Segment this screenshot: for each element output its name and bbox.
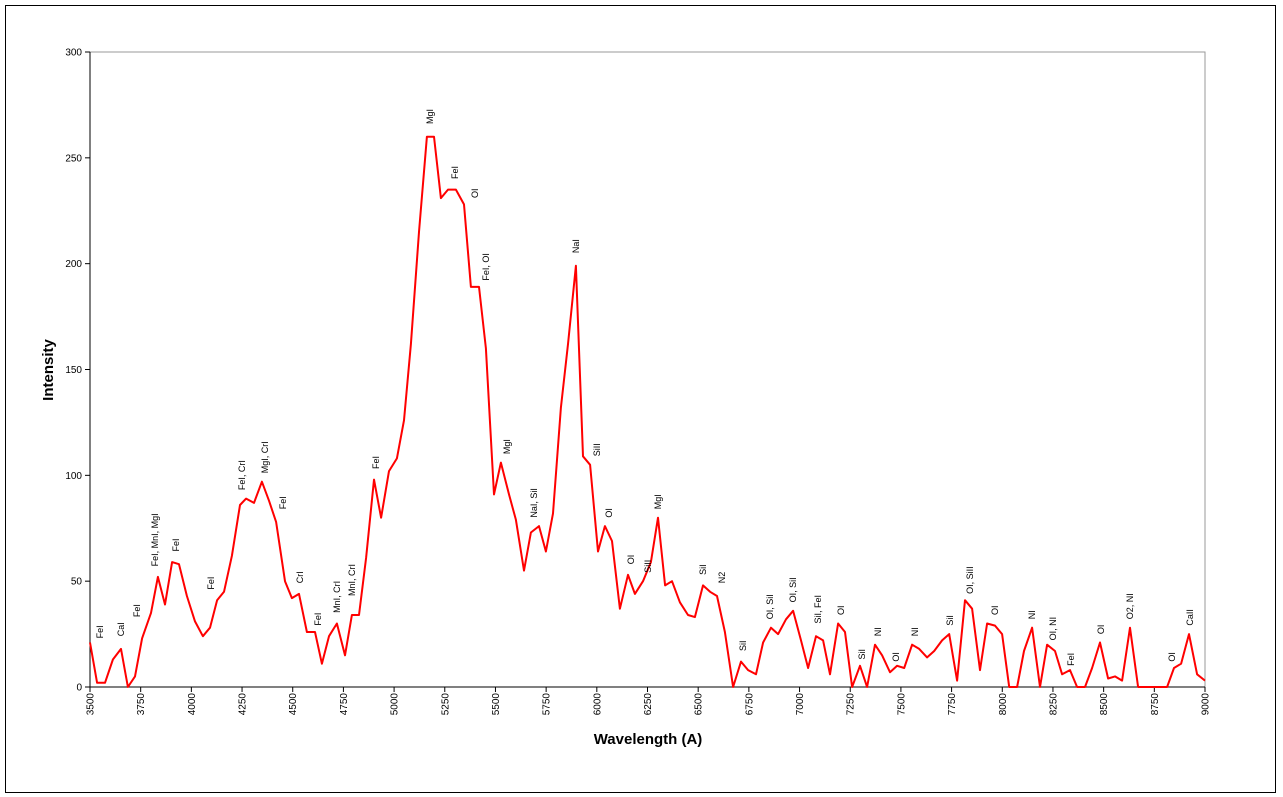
x-tick-label: 5750: [542, 693, 553, 716]
x-tick-label: 8500: [1099, 693, 1110, 716]
annotation: OI: [626, 555, 636, 565]
x-tick-label: 6750: [744, 693, 755, 716]
annotation: MgI: [425, 109, 435, 124]
annotation: OI: [891, 652, 901, 662]
annotation: CaI: [116, 622, 126, 636]
x-axis-title: Wavelength (A): [594, 731, 703, 748]
y-tick-label: 50: [71, 577, 83, 588]
x-tick-label: 4250: [238, 693, 249, 716]
frame: [5, 5, 1276, 793]
x-tick-label: 5000: [390, 693, 401, 716]
annotation: SiI, FeI: [813, 595, 823, 624]
x-tick-label: 8000: [998, 693, 1009, 716]
annotation: OI, SiI: [788, 577, 798, 602]
annotation: OI: [1096, 625, 1106, 635]
x-tick-label: 3750: [136, 693, 147, 716]
x-tick-label: 4000: [187, 693, 198, 716]
annotation: OI: [1167, 652, 1177, 662]
annotation: SiI: [698, 564, 708, 575]
x-tick-label: 7500: [896, 693, 907, 716]
annotation: MgI, CrI: [260, 441, 270, 473]
annotation: MnI, CrI: [332, 581, 342, 613]
annotation: FeI: [1066, 653, 1076, 666]
annotation: OI: [990, 606, 1000, 616]
annotation: N2: [717, 572, 727, 584]
annotation: OI: [470, 189, 480, 199]
annotation: NI: [1027, 610, 1037, 619]
annotation: FeI: [313, 613, 323, 626]
annotation: OI, SiI: [765, 594, 775, 619]
annotation: FeI: [132, 604, 142, 617]
y-tick-label: 0: [76, 683, 82, 694]
y-tick-label: 150: [65, 365, 82, 376]
annotation: CrI: [295, 571, 305, 583]
x-tick-label: 6000: [592, 693, 603, 716]
x-tick-label: 4500: [288, 693, 299, 716]
annotation: MgI: [502, 439, 512, 454]
annotation: OI, SiII: [965, 566, 975, 594]
y-axis-title: Intensity: [40, 339, 57, 401]
x-tick-label: 8250: [1048, 693, 1059, 716]
annotation: FeI, CrI: [237, 460, 247, 490]
annotation: MnI, CrI: [347, 564, 357, 596]
x-tick-label: 7250: [846, 693, 857, 716]
annotation: CaII: [1185, 609, 1195, 626]
annotation: NI: [873, 627, 883, 636]
x-tick-label: 7000: [795, 693, 806, 716]
annotation: OI, NI: [1048, 617, 1058, 641]
annotation: OI: [836, 606, 846, 616]
annotation: FeI: [371, 456, 381, 469]
annotation: OI: [604, 508, 614, 518]
annotation: MgI: [653, 494, 663, 509]
series-line: [89, 135, 1206, 688]
annotation: FeI: [95, 625, 105, 638]
y-tick-label: 300: [65, 48, 82, 59]
annotation: NaI: [571, 239, 581, 253]
annotation: FeI: [206, 577, 216, 590]
x-tick-label: 6250: [643, 693, 654, 716]
annotation: SiI: [945, 615, 955, 626]
x-tick-label: 9000: [1201, 693, 1212, 716]
annotation: FeI, MnI, MgI: [150, 513, 160, 566]
y-tick-label: 100: [65, 471, 82, 482]
annotation: SiI: [738, 641, 748, 652]
annotation: SiI: [857, 649, 867, 660]
annotation: NI: [910, 627, 920, 636]
x-tick-label: 3500: [86, 693, 97, 716]
x-tick-label: 5250: [440, 693, 451, 716]
y-tick-label: 250: [65, 153, 82, 164]
annotation: FeI: [278, 496, 288, 509]
annotation: FeI, OI: [481, 253, 491, 281]
annotation: SiII: [643, 560, 653, 573]
x-tick-label: 6500: [694, 693, 705, 716]
x-tick-label: 7750: [947, 693, 958, 716]
y-tick-label: 200: [65, 259, 82, 270]
annotation: O2, NI: [1125, 593, 1135, 619]
x-tick-label: 5500: [491, 693, 502, 716]
annotation: FeI: [171, 539, 181, 552]
annotation: FeI: [450, 166, 460, 179]
annotation: NaI, SiI: [529, 488, 539, 518]
annotation: SiII: [592, 443, 602, 456]
x-tick-label: 8750: [1150, 693, 1161, 716]
x-tick-label: 4750: [339, 693, 350, 716]
